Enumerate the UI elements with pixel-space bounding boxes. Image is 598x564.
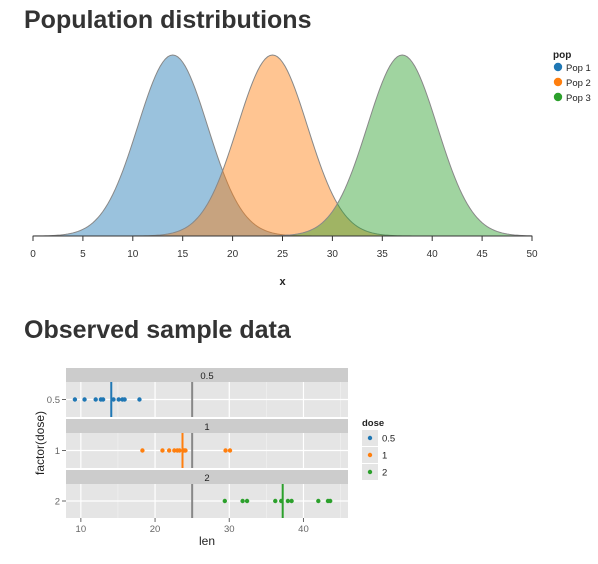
legend-title: pop: [553, 50, 571, 61]
data-point: [327, 498, 333, 504]
facet-strip-label: 2: [204, 473, 209, 484]
data-point: [240, 498, 245, 504]
legend-key-pop-1: [553, 62, 563, 72]
data-point: [166, 448, 172, 453]
data-point: [316, 498, 321, 504]
data-point: [72, 397, 78, 402]
section-title-population: Population distributions: [24, 6, 312, 34]
x-tick-label: 25: [277, 249, 289, 260]
y-tick-label: 0.5: [47, 395, 60, 406]
data-point: [222, 498, 228, 504]
data-point: [122, 397, 127, 402]
facet-strip-label: 1: [204, 422, 209, 433]
legend-label-dose-3: 2: [382, 468, 387, 479]
data-point: [100, 397, 106, 402]
facet-strip-label: 0.5: [200, 371, 213, 382]
x-tick-label: 20: [227, 249, 239, 260]
facet-panel-3: [66, 484, 348, 518]
facet-strip-3: [66, 470, 348, 484]
x-tick-label: 10: [127, 249, 139, 260]
facet-panel-1: [66, 382, 348, 417]
x-tick-label: 40: [298, 524, 309, 535]
data-point: [140, 448, 145, 453]
y-tick-label: 1: [55, 446, 60, 457]
section-title-observed: Observed sample data: [24, 316, 291, 344]
x-tick-label: 5: [80, 249, 86, 260]
legend-key-dose-2: [367, 452, 373, 458]
facet-panel-2: [66, 433, 348, 468]
legend-title: dose: [362, 418, 384, 429]
x-axis-title: len: [199, 534, 215, 548]
legend-key-bg: [362, 447, 378, 463]
data-point: [98, 397, 104, 402]
legend-key-dose-3: [367, 469, 373, 475]
data-point: [227, 448, 233, 453]
legend-key-pop-2: [553, 77, 563, 87]
data-point: [177, 448, 182, 453]
data-point: [181, 448, 187, 453]
legend-label-pop-2: Pop 2: [566, 78, 591, 89]
legend-key-bg: [362, 430, 378, 446]
data-point: [116, 397, 121, 402]
legend-key-dose-1: [367, 435, 373, 441]
x-tick-label: 35: [377, 249, 389, 260]
x-tick-label: 20: [150, 524, 161, 535]
data-point: [137, 397, 142, 402]
data-point: [183, 448, 188, 453]
facet-strip-1: [66, 368, 348, 382]
legend-key-pop-3: [553, 92, 563, 102]
data-point: [172, 448, 177, 453]
data-point: [111, 397, 116, 402]
x-tick-label: 10: [76, 524, 87, 535]
data-point: [82, 397, 87, 402]
x-tick-label: 45: [477, 249, 489, 260]
x-tick-label: 15: [177, 249, 189, 260]
data-point: [285, 498, 291, 504]
x-tick-label: 40: [427, 249, 439, 260]
data-point: [120, 397, 125, 402]
facet-strip-2: [66, 419, 348, 433]
data-point: [289, 498, 294, 504]
data-point: [244, 498, 250, 504]
data-point: [160, 448, 165, 453]
y-tick-label: 2: [55, 497, 60, 508]
data-point: [325, 498, 331, 504]
x-axis-title: x: [279, 276, 286, 288]
data-point: [175, 448, 180, 453]
x-tick-label: 30: [224, 524, 235, 535]
population-density-chart: 0 5 10 15 20 25 30 35 40 45 50 x pop Pop 1 Pop 2 Pop 3: [30, 50, 591, 288]
data-point: [223, 448, 228, 453]
data-point: [93, 397, 98, 402]
legend-label-pop-3: Pop 3: [566, 93, 591, 104]
x-tick-label: 30: [327, 249, 339, 260]
legend-label-dose-1: 0.5: [382, 434, 395, 445]
data-point: [273, 498, 278, 504]
x-tick-label: 0: [30, 249, 36, 260]
legend-label-dose-2: 1: [382, 451, 387, 462]
legend-label-pop-1: Pop 1: [566, 63, 591, 74]
legend-key-bg: [362, 464, 378, 480]
y-axis-title: factor(dose): [33, 411, 47, 475]
data-point: [279, 498, 284, 504]
x-tick-label: 50: [526, 249, 538, 260]
